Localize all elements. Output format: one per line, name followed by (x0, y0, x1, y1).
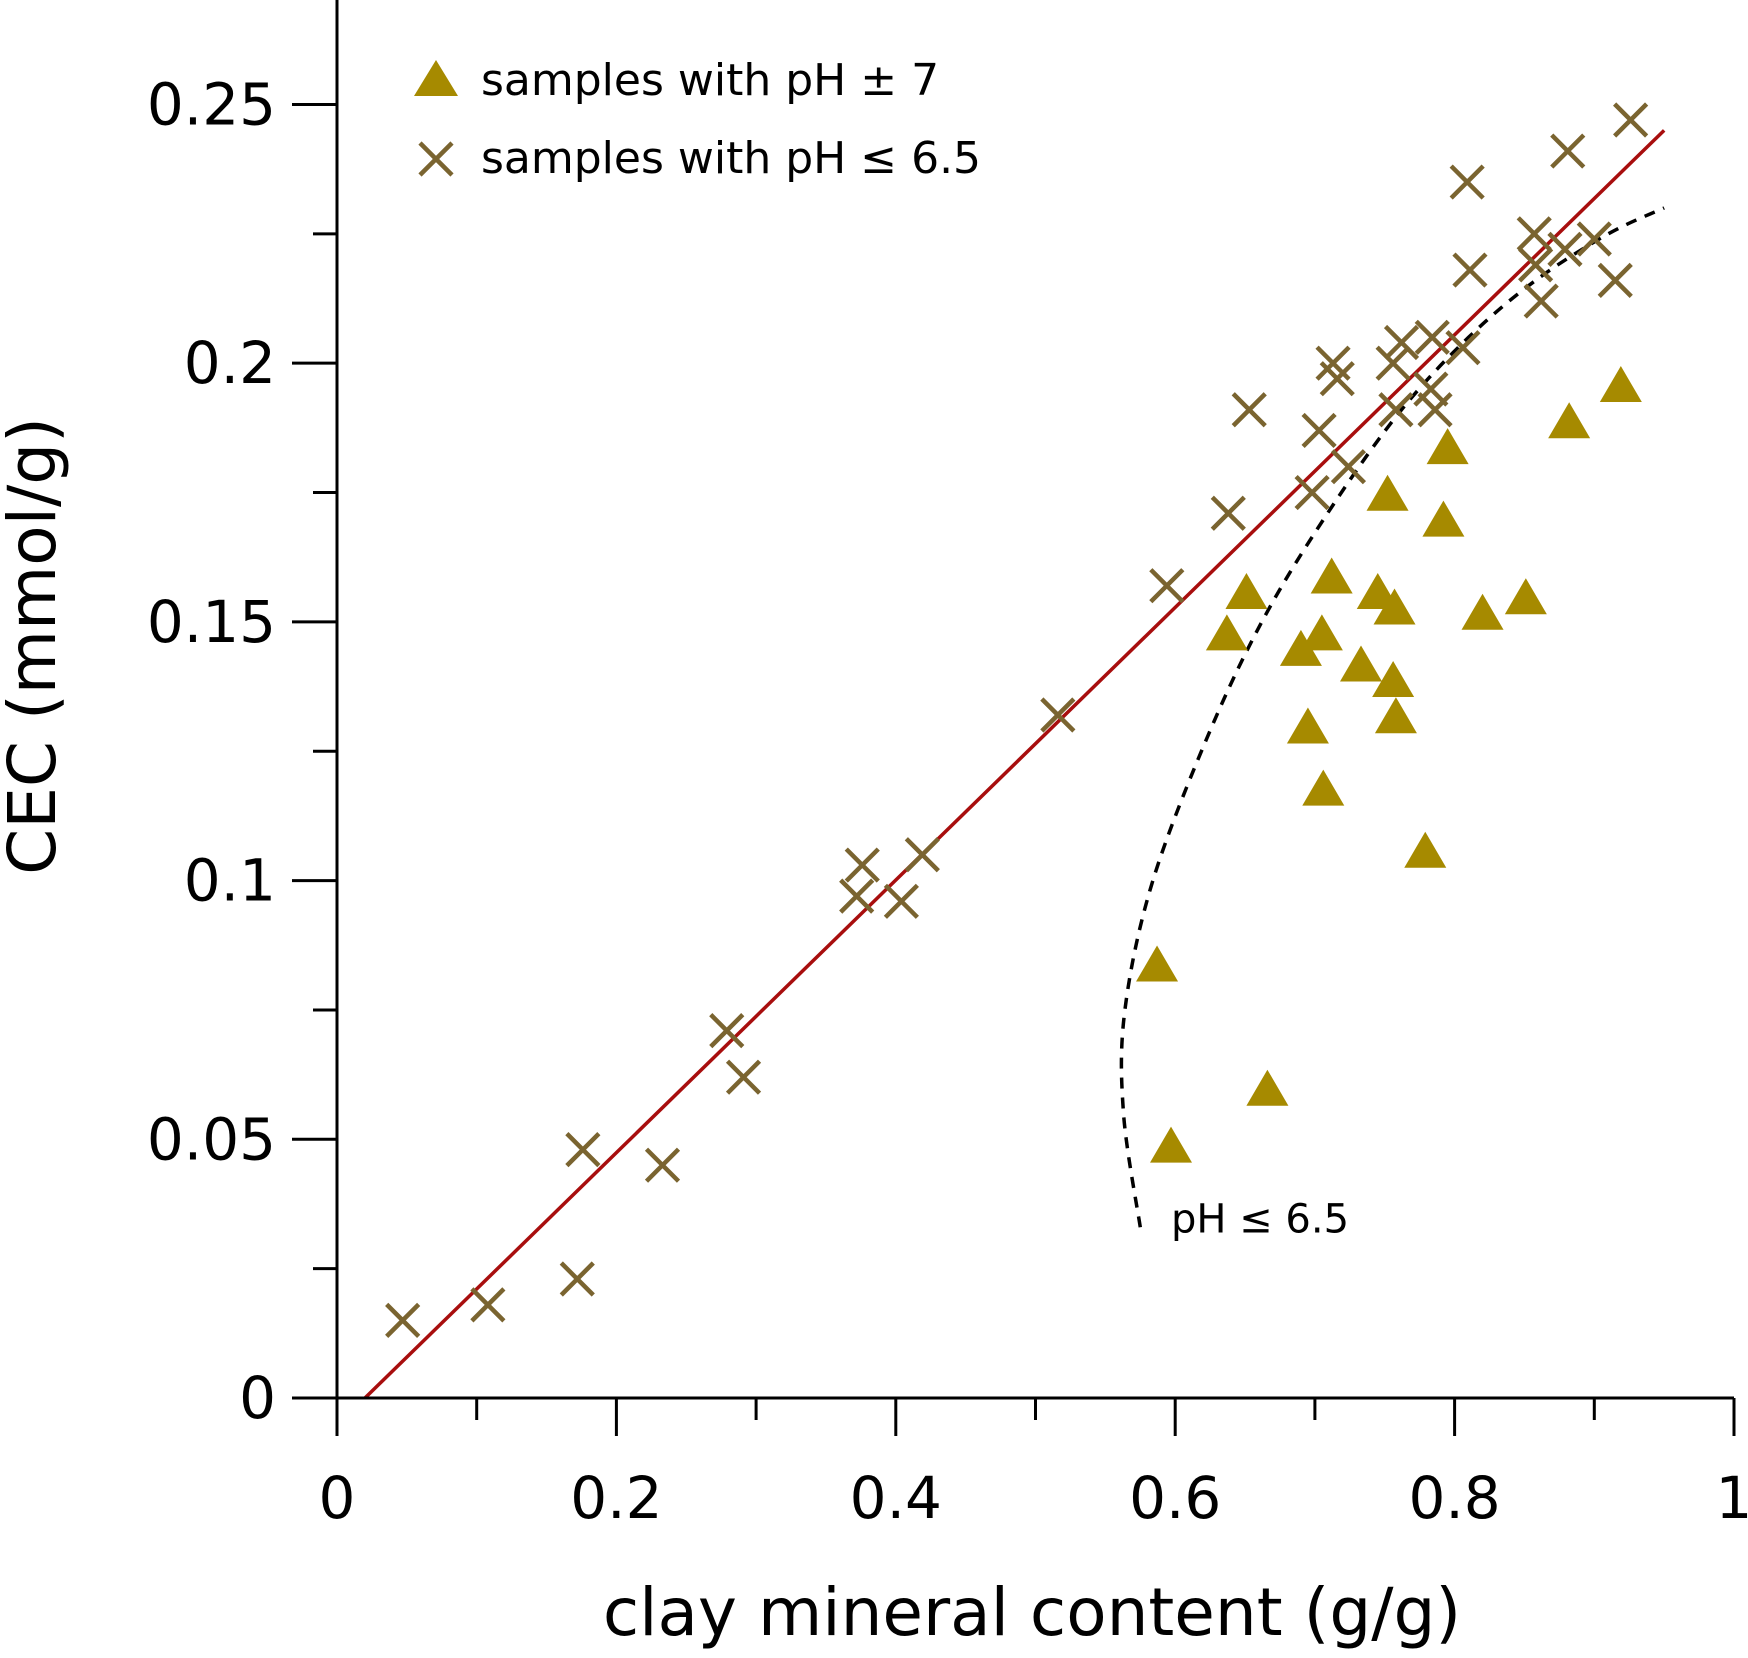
cross-point (644, 1147, 681, 1183)
cross-point (1414, 319, 1450, 355)
point-layer (385, 102, 1649, 1338)
cross-point (1576, 221, 1612, 257)
y-tick-label: 0 (239, 1364, 276, 1432)
cross-point (1518, 247, 1554, 283)
cross-point (470, 1287, 506, 1323)
axes (292, 0, 1736, 1436)
x-tick-label: 0.8 (1408, 1464, 1500, 1532)
cross-point (1597, 262, 1633, 298)
cross-point (709, 1013, 745, 1049)
cross-point (1378, 392, 1414, 428)
triangle-point (1373, 588, 1416, 625)
cross-point (883, 883, 919, 919)
cross-point (559, 1261, 595, 1297)
cross-point (1452, 252, 1488, 288)
cross-point (1375, 345, 1411, 381)
triangle-point (1136, 945, 1179, 982)
cross-point (1330, 449, 1367, 485)
x-tick-label: 0.2 (570, 1464, 662, 1532)
cross-point (385, 1302, 421, 1338)
y-tick-label: 0.2 (184, 329, 276, 397)
y-tick-label: 0.05 (147, 1105, 276, 1173)
y-tick-label: 0.15 (147, 588, 276, 656)
cross-point (1413, 371, 1449, 407)
triangle-point (1422, 500, 1465, 537)
y-axis-title: CEC (mmol/g) (0, 417, 71, 875)
cross-point (1301, 412, 1337, 449)
cross-point (1149, 568, 1185, 604)
cross-point (1516, 216, 1552, 252)
triangle-point (1426, 428, 1469, 465)
cross-point (1523, 283, 1559, 319)
triangle-point (1548, 402, 1591, 439)
triangle-point (1310, 557, 1353, 594)
annotations: pH ≤ 6.5 (1171, 1196, 1349, 1242)
triangle-point (1225, 573, 1268, 610)
legend-triangle-marker (414, 60, 458, 96)
cross-point (1319, 361, 1355, 397)
x-tick-label: 1 (1716, 1464, 1748, 1532)
triangle-point (1205, 614, 1248, 651)
triangle-point (1279, 629, 1322, 666)
cross-point (839, 878, 875, 914)
cross-point (1040, 697, 1076, 733)
linear-fit-line (363, 129, 1666, 1400)
curve-annotation: pH ≤ 6.5 (1171, 1196, 1349, 1242)
cross-point (1445, 330, 1481, 366)
triangle-point (1150, 1126, 1193, 1163)
cross-point (1383, 324, 1420, 361)
x-tick-label: 0.6 (1129, 1464, 1221, 1532)
triangle-point (1300, 614, 1343, 651)
triangle-point (1246, 1069, 1289, 1106)
cross-point (1449, 164, 1485, 200)
cross-point (844, 847, 880, 883)
curve-layer (363, 129, 1666, 1400)
cross-point (1550, 133, 1586, 169)
y-tick-label: 0.1 (184, 847, 276, 915)
cross-point (1231, 392, 1267, 428)
tick-labels: 0 0.2 0.4 0.6 0.8 1 0 0.05 0.1 0.15 0.2 0.25 (147, 70, 1748, 1532)
triangle-point (1374, 697, 1417, 734)
cross-point (1417, 392, 1453, 428)
triangle-point (1366, 474, 1409, 511)
legend: samples with pH ± 7 samples with pH ≤ 6.… (414, 55, 981, 184)
legend-cross-marker (418, 141, 454, 177)
triangle-point (1461, 593, 1504, 630)
triangle-point (1404, 831, 1447, 868)
dashed-curve (1119, 206, 1665, 1228)
cross-point (1210, 495, 1246, 531)
x-tick-label: 0.4 (850, 1464, 942, 1532)
cross-point (565, 1132, 601, 1168)
triangle-point (1302, 769, 1345, 806)
y-tick-label: 0.25 (147, 70, 276, 138)
cross-point (1547, 231, 1583, 267)
triangle-point (1599, 366, 1642, 403)
x-axis-title: clay mineral content (g/g) (603, 1574, 1461, 1651)
legend-label-ph7: samples with pH ± 7 (481, 55, 939, 106)
cross-point (1294, 474, 1330, 511)
legend-label-ph65: samples with pH ≤ 6.5 (481, 133, 981, 184)
cross-point (1613, 102, 1649, 138)
triangle-point (1286, 707, 1329, 744)
triangle-point (1504, 578, 1547, 615)
x-tick-label: 0 (319, 1464, 356, 1532)
cross-point (904, 837, 940, 873)
triangle-point (1340, 645, 1383, 682)
cross-point (725, 1059, 762, 1095)
triangle-point (1372, 660, 1415, 697)
